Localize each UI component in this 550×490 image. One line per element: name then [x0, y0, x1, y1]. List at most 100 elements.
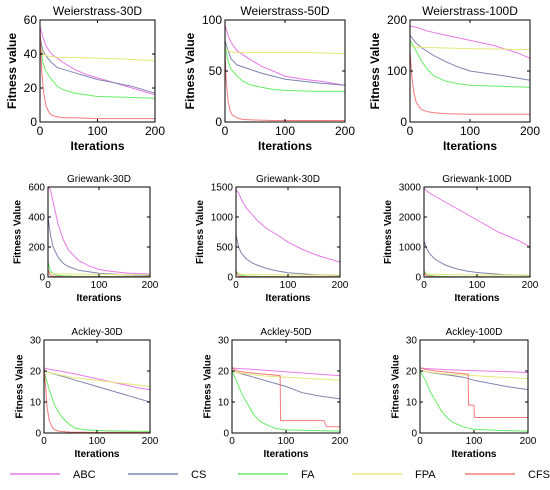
y-tick-label: 2000 [399, 213, 422, 224]
x-tick-label: 100 [278, 436, 295, 447]
x-tick-label: 0 [407, 124, 414, 138]
y-tick-label: 0 [411, 429, 417, 440]
y-tick-label: 20 [218, 367, 230, 378]
x-axis-label: Iterations [76, 293, 121, 304]
series-line-cfs [232, 367, 340, 428]
y-tick-label: 100 [202, 13, 222, 27]
series-line-cs [225, 40, 345, 86]
legend-item-cfs: CFS [465, 469, 550, 481]
x-axis-label: Iterations [74, 449, 119, 460]
series-line-abc [424, 188, 530, 248]
y-tick-label: 500 [216, 243, 233, 254]
x-tick-label: 0 [229, 436, 235, 447]
x-axis-label: Iterations [451, 449, 496, 460]
legend-item-abc: ABC [10, 469, 96, 481]
subplot-title: Weierstrass-100D [422, 4, 518, 18]
series-group [420, 367, 528, 432]
x-tick-label: 0 [41, 436, 47, 447]
series-line-abc [410, 25, 530, 59]
x-tick-label: 200 [335, 124, 355, 138]
plot-frame [224, 19, 346, 123]
series-line-fpa [420, 370, 528, 380]
plot-frame [39, 19, 156, 123]
x-tick-label: 0 [222, 124, 229, 138]
legend-label: FA [301, 469, 315, 481]
y-tick-label: 0 [415, 273, 421, 284]
series-line-cs [410, 34, 530, 81]
series-line-abc [232, 367, 340, 377]
plot-frame [235, 186, 341, 278]
subplot-title: Ackley-30D [71, 327, 122, 338]
series-group [410, 25, 530, 115]
series-line-cfs [225, 50, 345, 121]
x-axis-label: Iterations [265, 293, 310, 304]
x-tick-label: 0 [233, 280, 239, 291]
x-axis-label: Iterations [263, 449, 308, 460]
legend-label: ABC [73, 469, 96, 481]
series-line-abc [225, 24, 345, 86]
subplot-grid: 0 100 2000204060Weierstrass-30DIterationsF… [5, 4, 540, 460]
x-tick-label: 100 [466, 436, 483, 447]
y-tick-label: 50 [209, 64, 223, 78]
series-line-cs [236, 234, 340, 276]
subplot-4: 0 100 200 0 200 400 600 Griewank-30D Iterations F… [13, 174, 159, 304]
series-line-cfs [44, 367, 150, 433]
y-tick-label: 0 [400, 115, 407, 129]
subplot-title: Griewank-30D [256, 174, 320, 185]
y-tick-label: 0 [215, 115, 222, 129]
series-line-fpa [48, 272, 150, 276]
series-line-fpa [225, 48, 345, 55]
y-tick-label: 200 [387, 13, 407, 27]
y-tick-label: 30 [406, 336, 418, 347]
y-tick-label: 400 [28, 213, 45, 224]
legend-item-fa: FA [238, 469, 315, 481]
series-line-fpa [232, 370, 340, 381]
y-axis-label: Fitness Value [383, 200, 394, 264]
y-tick-label: 0 [39, 273, 45, 284]
series-line-cfs [40, 28, 155, 120]
x-axis-label: Iterations [454, 293, 499, 304]
y-tick-label: 60 [24, 13, 38, 27]
y-axis-label: Fitness Value [183, 32, 197, 109]
series-line-abc [40, 26, 155, 96]
x-axis-label: Iterations [70, 139, 124, 153]
series-line-cs [40, 36, 155, 94]
x-tick-label: 100 [469, 280, 486, 291]
x-tick-label: 200 [142, 436, 159, 447]
series-line-fpa [410, 45, 530, 51]
series-group [40, 26, 155, 120]
y-tick-label: 20 [406, 367, 418, 378]
y-axis-label: Fitness Value [13, 200, 24, 264]
legend: ABC CS FA FPA CFS [10, 469, 550, 481]
y-axis-label: Fitness value [5, 33, 19, 109]
plot-frame [423, 186, 531, 278]
subplot-title: Griewank-100D [442, 174, 511, 185]
plot-frame [419, 339, 529, 434]
series-line-fpa [424, 272, 530, 276]
y-tick-label: 1000 [211, 213, 234, 224]
y-axis-label: Fitness Value [202, 354, 213, 418]
subplot-title: Ackley-50D [260, 327, 311, 338]
y-tick-label: 0 [223, 429, 229, 440]
legend-label: CFS [528, 469, 550, 481]
x-axis-label: Iterations [443, 139, 497, 153]
series-line-cfs [420, 367, 528, 418]
x-tick-label: 100 [91, 280, 108, 291]
y-tick-label: 0 [30, 115, 37, 129]
y-tick-label: 40 [24, 47, 38, 61]
x-tick-label: 100 [275, 124, 295, 138]
subplot-title: Weierstrass-30D [53, 4, 142, 18]
series-line-fa [40, 40, 155, 99]
series-line-cs [420, 370, 528, 391]
series-group [44, 367, 150, 433]
series-line-fa [225, 45, 345, 92]
series-group [236, 189, 340, 277]
x-tick-label: 200 [332, 280, 349, 291]
subplot-8: 0 100 200 0 10 20 30 Ackley-50D Iterations Fitnes… [202, 327, 348, 460]
y-axis-label: Fitness Value [390, 354, 401, 418]
x-tick-label: 100 [87, 124, 107, 138]
subplot-3: 0 100 200 0 100 200 Weierstrass-100D Iterations… [368, 4, 540, 153]
y-tick-label: 20 [24, 81, 38, 95]
series-line-fa [420, 370, 528, 432]
